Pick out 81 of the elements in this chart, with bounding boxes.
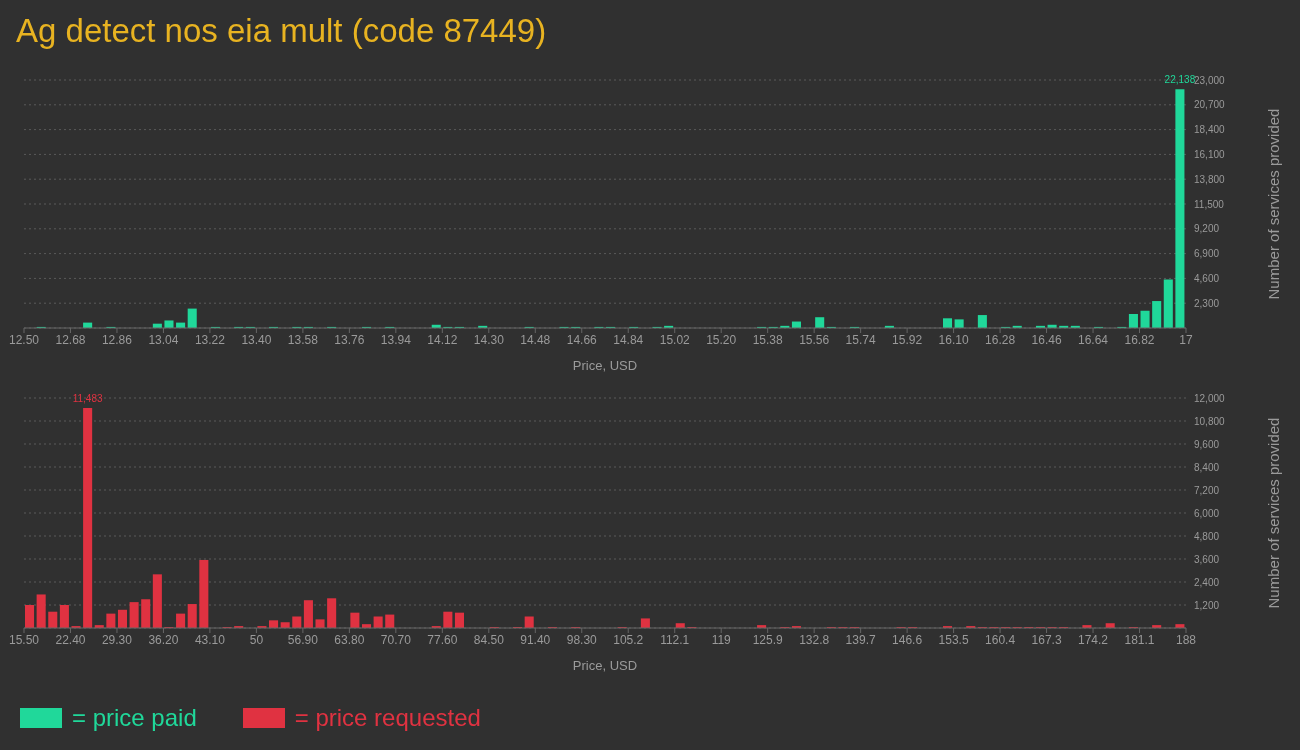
y-tick-label: 4,600: [1194, 272, 1220, 284]
x-tick-label: 13.22: [194, 332, 226, 347]
x-tick-label: 16.82: [1124, 332, 1155, 347]
y-tick-label: 2,300: [1194, 297, 1220, 309]
y-tick-label: 9,600: [1194, 438, 1220, 450]
x-tick-label: 174.2: [1078, 632, 1109, 647]
x-tick-label: 43.10: [194, 632, 226, 647]
x-tick-label: 15.20: [706, 332, 737, 347]
y-tick-label: 2,400: [1194, 576, 1220, 588]
x-tick-label: 13.40: [241, 332, 272, 347]
y-tick-label: 3,600: [1194, 553, 1220, 565]
chart-title: Ag detect nos eia mult (code 87449): [16, 12, 547, 50]
y-tick-label: 6,000: [1194, 507, 1220, 519]
x-tick-label: 13.04: [148, 332, 179, 347]
x-tick-label: 119: [711, 632, 732, 647]
x-tick-label: 17: [1179, 332, 1193, 347]
x-tick-label: 12.68: [55, 332, 86, 347]
x-tick-label: 15.56: [799, 332, 830, 347]
y-axis-title: Number of services provided: [1265, 417, 1283, 609]
x-tick-label: 77.60: [427, 632, 458, 647]
x-tick-label: 15.92: [892, 332, 923, 347]
y-tick-label: 10,800: [1194, 415, 1226, 427]
x-tick-label: 36.20: [148, 632, 179, 647]
data-label: 11,483: [72, 392, 103, 404]
x-axis-title: Price, USD: [572, 658, 638, 673]
x-tick-label: 50: [249, 632, 264, 647]
x-tick-label: 16.64: [1078, 332, 1109, 347]
x-tick-label: 12.50: [8, 332, 40, 347]
x-tick-label: 105.2: [613, 632, 644, 647]
x-tick-label: 16.28: [985, 332, 1016, 347]
x-tick-label: 181.1: [1124, 632, 1155, 647]
y-tick-label: 16,100: [1194, 148, 1226, 160]
x-axis-title: Price, USD: [572, 358, 638, 373]
y-tick-label: 20,700: [1194, 99, 1226, 111]
x-tick-label: 132.8: [799, 632, 830, 647]
x-tick-label: 167.3: [1031, 632, 1062, 647]
x-tick-label: 70.70: [380, 632, 412, 647]
x-tick-label: 14.66: [566, 332, 598, 347]
x-tick-label: 112.1: [660, 632, 690, 647]
y-tick-label: 23,000: [1194, 74, 1226, 86]
y-tick-label: 18,400: [1194, 124, 1226, 136]
x-tick-label: 188: [1175, 632, 1197, 647]
x-tick-label: 14.84: [613, 332, 644, 347]
x-tick-label: 13.76: [334, 332, 365, 347]
x-tick-label: 139.7: [845, 632, 876, 647]
x-tick-label: 160.4: [985, 632, 1016, 647]
x-tick-label: 13.94: [380, 332, 412, 347]
x-tick-label: 15.02: [659, 332, 691, 347]
x-tick-label: 15.38: [752, 332, 784, 347]
y-tick-label: 1,200: [1194, 599, 1220, 611]
x-tick-label: 153.5: [938, 632, 969, 647]
y-tick-label: 7,200: [1194, 484, 1220, 496]
y-tick-label: 12,000: [1194, 392, 1226, 404]
x-tick-label: 16.10: [938, 332, 969, 347]
y-tick-label: 8,400: [1194, 461, 1220, 473]
x-tick-label: 29.30: [101, 632, 133, 647]
x-tick-label: 14.48: [520, 332, 551, 347]
x-tick-label: 13.58: [287, 332, 319, 347]
x-tick-label: 12.86: [101, 332, 133, 347]
x-tick-label: 14.30: [473, 332, 505, 347]
y-tick-label: 13,800: [1194, 173, 1226, 185]
x-tick-label: 15.74: [845, 332, 876, 347]
x-tick-label: 22.40: [55, 632, 86, 647]
y-axis-title: Number of services provided: [1265, 108, 1283, 300]
y-tick-label: 4,800: [1194, 530, 1220, 542]
x-tick-label: 14.12: [427, 332, 458, 347]
x-tick-label: 15.50: [8, 632, 40, 647]
data-label: 22,138: [1164, 74, 1196, 86]
x-tick-label: 98.30: [566, 632, 598, 647]
legend-label: = price requested: [294, 704, 481, 732]
x-tick-label: 16.46: [1031, 332, 1062, 347]
x-tick-label: 125.9: [752, 632, 784, 647]
y-tick-label: 11,500: [1194, 198, 1225, 210]
legend-label: = price paid: [72, 704, 197, 732]
y-tick-label: 6,900: [1194, 248, 1220, 260]
x-tick-label: 91.40: [520, 632, 551, 647]
x-tick-label: 146.6: [892, 632, 923, 647]
x-tick-label: 84.50: [473, 632, 505, 647]
y-tick-label: 9,200: [1194, 223, 1220, 235]
x-tick-label: 63.80: [334, 632, 365, 647]
x-tick-label: 56.90: [287, 632, 319, 647]
